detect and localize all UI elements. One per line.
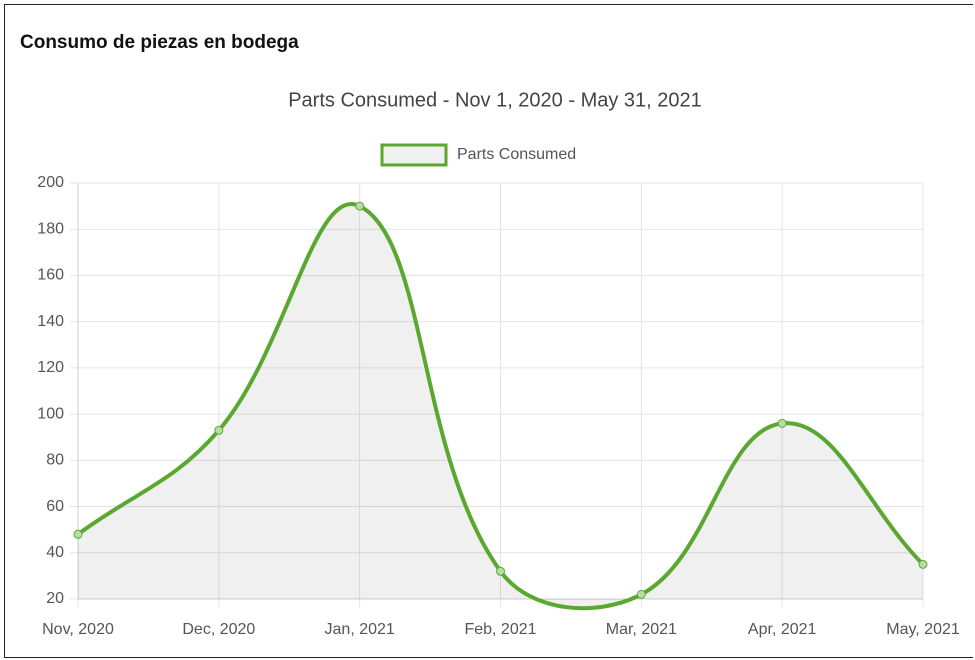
legend-label: Parts Consumed	[457, 146, 576, 163]
point	[214, 425, 224, 435]
chart-title: Parts Consumed - Nov 1, 2020 - May 31, 2…	[288, 89, 702, 111]
x-tick-label: Feb, 2021	[464, 621, 536, 638]
x-tick-label: Dec, 2020	[182, 621, 255, 638]
point	[777, 418, 787, 428]
y-tick-label: 160	[37, 267, 64, 284]
y-tick-label: 40	[46, 544, 64, 561]
x-tick-label: Jan, 2021	[325, 621, 395, 638]
x-tick-label: May, 2021	[886, 621, 960, 638]
x-tick-label: Nov, 2020	[42, 621, 114, 638]
y-tick-label: 60	[46, 498, 64, 515]
legend-swatch	[380, 143, 448, 167]
y-tick-label: 140	[37, 313, 64, 330]
y-tick-label: 180	[37, 220, 64, 237]
x-tick-label: Mar, 2021	[606, 621, 677, 638]
y-tick-label: 80	[46, 452, 64, 469]
point	[918, 559, 928, 569]
point	[355, 201, 365, 211]
y-tick-label: 200	[37, 174, 64, 191]
y-tick-label: 20	[46, 590, 64, 607]
panel	[4, 4, 973, 658]
point	[73, 529, 83, 539]
point	[636, 589, 646, 599]
y-tick-label: 100	[37, 405, 64, 422]
y-tick-label: 120	[37, 359, 64, 376]
point	[496, 566, 505, 576]
x-tick-label: Apr, 2021	[748, 621, 817, 638]
panel-title: Consumo de piezas en bodega	[20, 32, 299, 53]
